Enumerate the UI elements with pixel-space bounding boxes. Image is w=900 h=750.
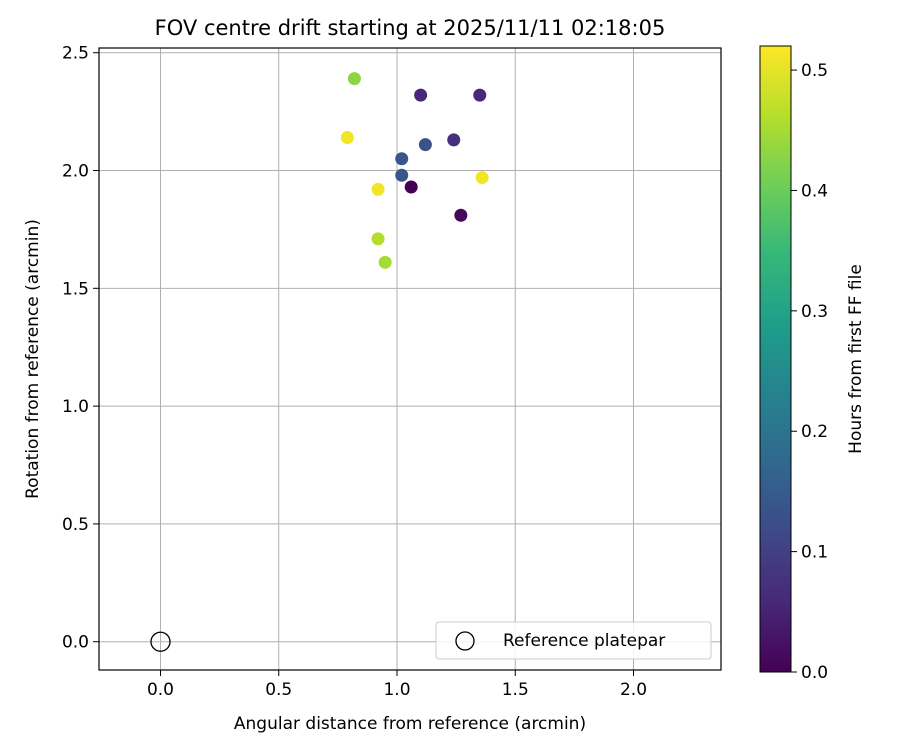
x-tick-label: 0.5 — [265, 680, 292, 700]
y-tick-label: 0.0 — [62, 633, 89, 653]
x-tick-label: 1.0 — [383, 680, 410, 700]
x-tick-label: 2.0 — [620, 680, 647, 700]
legend-box — [435, 621, 712, 660]
data-point — [395, 168, 409, 182]
data-point — [447, 133, 461, 147]
data-point — [340, 131, 354, 145]
colorbar-tick-label: 0.5 — [801, 61, 828, 81]
x-tick-label: 1.5 — [502, 680, 529, 700]
legend: Reference platepar — [435, 621, 712, 660]
y-tick-label: 1.0 — [62, 397, 89, 417]
y-tick-label: 2.0 — [62, 162, 89, 182]
colorbar-tick-label: 0.1 — [801, 543, 828, 563]
y-tick-label: 2.5 — [62, 44, 89, 64]
data-point — [378, 255, 392, 269]
colorbar — [759, 45, 792, 673]
reference-point-marker — [150, 631, 171, 652]
x-axis-ticks: 0.0 0.5 1.0 1.5 2.0 — [147, 670, 647, 700]
data-point — [371, 232, 385, 246]
data-point — [371, 182, 385, 196]
data-point — [475, 171, 489, 185]
data-point — [347, 72, 361, 86]
colorbar-label: Hours from first FF file — [846, 264, 866, 454]
y-tick-label: 1.5 — [62, 279, 89, 299]
data-points — [150, 72, 489, 652]
data-point — [418, 138, 432, 152]
data-point — [473, 88, 487, 102]
colorbar-tick-label: 0.4 — [801, 181, 828, 201]
colorbar-tick-label: 0.3 — [801, 302, 828, 322]
legend-label: Reference platepar — [503, 631, 665, 651]
legend-reference-marker — [455, 631, 475, 651]
colorbar-tick-label: 0.0 — [801, 663, 828, 683]
x-tick-label: 0.0 — [147, 680, 174, 700]
data-point — [454, 208, 468, 222]
colorbar-ticks: 0.0 0.1 0.2 0.3 0.4 0.5 — [791, 61, 828, 683]
colorbar-tick-label: 0.2 — [801, 422, 828, 442]
y-axis-ticks: 0.0 0.5 1.0 1.5 2.0 2.5 — [62, 44, 99, 653]
data-point — [404, 180, 418, 194]
plot-frame — [98, 47, 722, 671]
data-point — [414, 88, 428, 102]
grid — [99, 48, 721, 670]
data-point — [395, 152, 409, 166]
chart-title: FOV centre drift starting at 2025/11/11 … — [155, 16, 666, 40]
y-axis-label: Rotation from reference (arcmin) — [23, 219, 43, 499]
x-axis-label: Angular distance from reference (arcmin) — [234, 714, 586, 734]
y-tick-label: 0.5 — [62, 515, 89, 535]
